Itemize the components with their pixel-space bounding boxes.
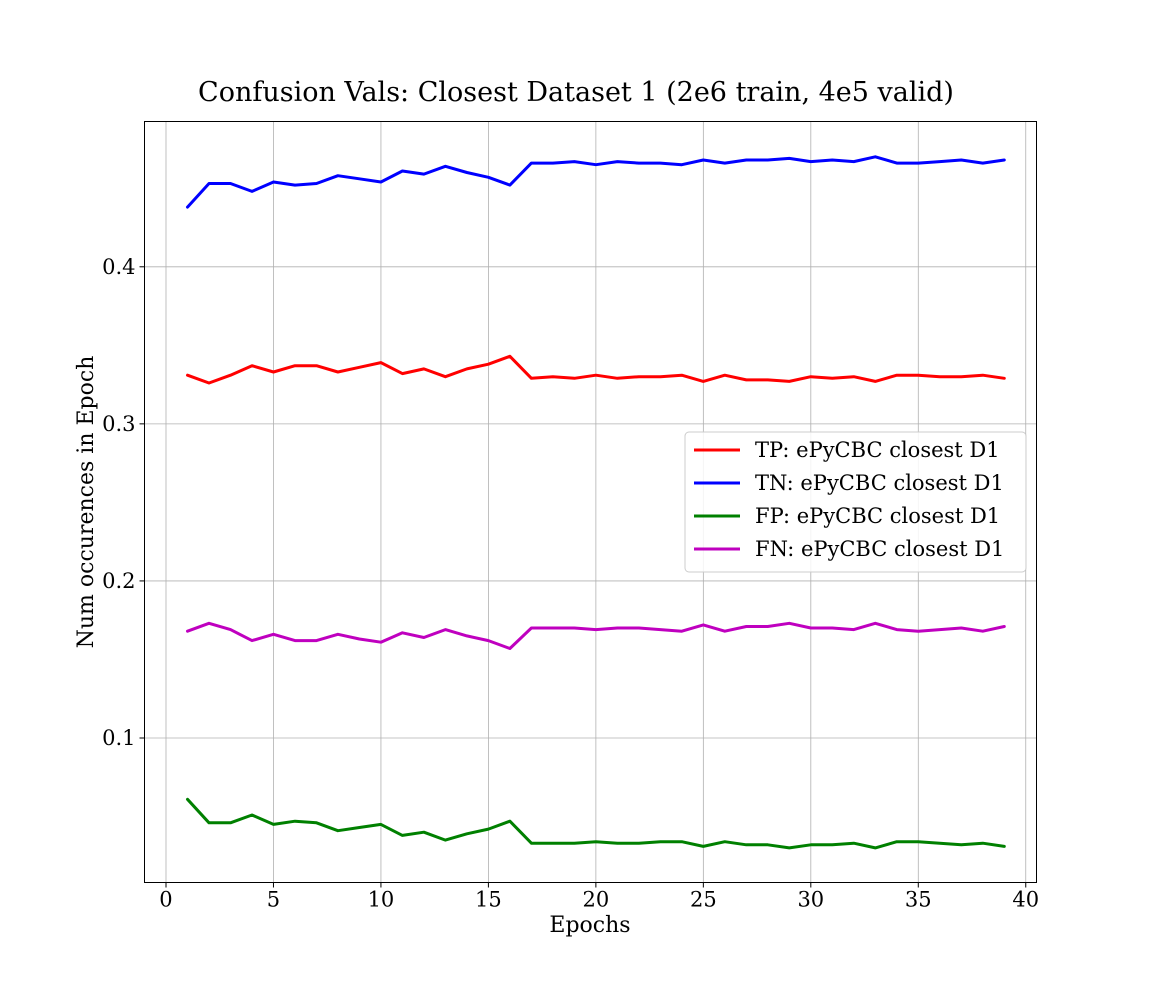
legend-box — [684, 431, 1027, 573]
x-tick-label: 40 — [1012, 888, 1039, 912]
legend-label-fn: FN: ePyCBC closest D1 — [755, 537, 1004, 561]
x-tick-label: 30 — [797, 888, 824, 912]
y-tick-label: 0.1 — [102, 726, 135, 750]
y-axis-label: Num occurences in Epoch — [74, 356, 99, 649]
x-tick-label: 0 — [159, 888, 172, 912]
x-tick-label: 25 — [690, 888, 717, 912]
legend-label-tn: TN: ePyCBC closest D1 — [755, 471, 1004, 495]
chart-title: Confusion Vals: Closest Dataset 1 (2e6 t… — [198, 77, 954, 108]
series-line-fp — [186, 797, 1006, 850]
series-line-tp — [186, 354, 1006, 385]
y-tick-label: 0.2 — [102, 569, 135, 593]
x-axis-label: Epochs — [549, 913, 630, 938]
x-tick-label: 20 — [583, 888, 610, 912]
legend-label-fp: FP: ePyCBC closest D1 — [755, 504, 1000, 528]
x-tick-label: 10 — [368, 888, 395, 912]
plot-frame — [144, 121, 1037, 883]
series-lines — [186, 155, 1006, 850]
axis-ticks: 0 5 10 15 20 25 30 35 40 0.1 0.2 0.3 0.4 — [102, 255, 1039, 912]
y-tick-label: 0.3 — [102, 412, 135, 436]
legend: TP: ePyCBC closest D1 TN: ePyCBC closest … — [684, 431, 1027, 573]
legend-label-tp: TP: ePyCBC closest D1 — [755, 438, 1000, 462]
x-tick-label: 15 — [475, 888, 502, 912]
x-tick-label: 35 — [905, 888, 932, 912]
y-tick-label: 0.4 — [102, 255, 135, 279]
series-line-fn — [186, 621, 1006, 650]
series-line-tn — [186, 155, 1006, 209]
x-tick-label: 5 — [267, 888, 280, 912]
